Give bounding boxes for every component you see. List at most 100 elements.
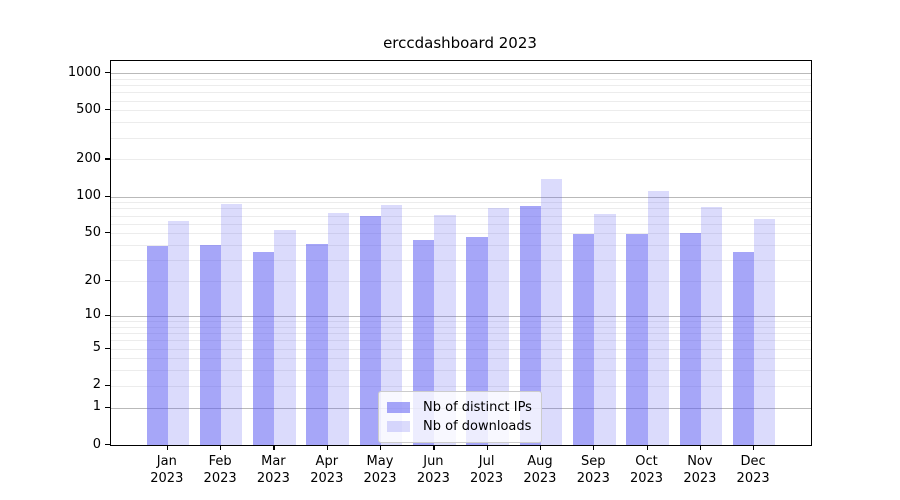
- x-tick-label-aug: Aug 2023: [523, 454, 557, 486]
- gridline-90: [111, 202, 811, 204]
- gridline-300: [111, 137, 811, 139]
- y-tick-10: [105, 314, 110, 317]
- x-tick-jun: [433, 445, 435, 450]
- gridline-9: [111, 321, 811, 322]
- bar-distinct-ips-dec: [732, 252, 755, 445]
- y-tick-label-2: 2: [92, 377, 101, 393]
- x-tick-oct: [646, 445, 648, 450]
- y-tick-label-20: 20: [84, 272, 101, 288]
- gridline-6: [111, 340, 811, 342]
- y-tick-label-1000: 1000: [67, 64, 101, 80]
- bar-distinct-ips-oct: [626, 234, 648, 445]
- gridline-7: [111, 333, 811, 334]
- y-tick-label-10: 10: [84, 307, 101, 323]
- bar-distinct-ips-apr: [306, 243, 328, 445]
- y-tick-label-200: 200: [76, 150, 101, 166]
- y-tick-100: [105, 195, 110, 197]
- x-tick-apr: [326, 445, 328, 450]
- bar-downloads-oct: [647, 191, 669, 445]
- gridline-5: [111, 348, 811, 350]
- y-tick-20: [105, 280, 110, 282]
- x-tick-label-jun: Jun 2023: [416, 454, 450, 486]
- y-tick-2: [105, 384, 110, 386]
- bar-distinct-ips-feb: [199, 245, 222, 445]
- bar-downloads-mar: [274, 230, 296, 445]
- x-tick-feb: [220, 445, 222, 450]
- bar-distinct-ips-jan: [146, 246, 168, 445]
- legend-swatch-downloads: [387, 421, 410, 432]
- y-tick-label-50: 50: [84, 224, 101, 240]
- gridline-30: [111, 260, 811, 262]
- y-tick-1: [105, 406, 110, 408]
- gridline-700: [111, 92, 811, 94]
- x-tick-label-jan: Jan 2023: [150, 454, 184, 486]
- gridline-500: [111, 110, 811, 112]
- gridline-800: [111, 85, 811, 86]
- x-tick-label-oct: Oct 2023: [629, 454, 664, 486]
- gridline-70: [111, 215, 811, 217]
- x-tick-label-sep: Sep 2023: [576, 454, 610, 486]
- bar-distinct-ips-sep: [572, 234, 595, 445]
- x-tick-label-may: May 2023: [363, 454, 397, 486]
- gridline-4: [111, 358, 811, 360]
- x-tick-label-mar: Mar 2023: [256, 454, 290, 486]
- gridline-20: [111, 281, 811, 283]
- chart-title: erccdashboard 2023: [383, 34, 537, 52]
- gridline-900: [111, 78, 811, 80]
- y-tick-label-0: 0: [92, 436, 101, 452]
- x-tick-may: [380, 445, 382, 450]
- y-tick-label-5: 5: [92, 340, 101, 355]
- gridline-10: [111, 315, 811, 317]
- bar-distinct-ips-nov: [679, 233, 701, 445]
- x-tick-aug: [539, 445, 542, 450]
- gridline-2: [111, 385, 811, 387]
- legend-swatch-distinct-ips: [387, 402, 410, 413]
- x-tick-label-dec: Dec 2023: [736, 454, 770, 486]
- y-tick-50: [105, 232, 110, 234]
- gridline-3: [111, 370, 811, 372]
- y-tick-200: [105, 158, 110, 160]
- bar-downloads-sep: [594, 214, 616, 445]
- x-tick-label-jul: Jul 2023: [470, 454, 504, 486]
- bar-downloads-nov: [700, 207, 723, 445]
- gridline-400: [111, 122, 811, 124]
- gridline-80: [111, 208, 811, 210]
- bar-downloads-aug: [540, 178, 563, 445]
- x-tick-label-feb: Feb 2023: [203, 454, 237, 486]
- legend-label-downloads: Nb of downloads: [423, 419, 532, 434]
- bar-downloads-jun: [434, 214, 456, 445]
- bar-downloads-may: [381, 204, 403, 445]
- gridline-600: [111, 100, 811, 102]
- gridline-60: [111, 223, 811, 225]
- bar-downloads-feb: [221, 203, 243, 445]
- x-tick-label-apr: Apr 2023: [310, 454, 344, 486]
- y-tick-label-1: 1: [92, 399, 101, 415]
- x-tick-nov: [699, 445, 702, 450]
- x-tick-jul: [486, 445, 488, 450]
- bar-distinct-ips-aug: [519, 206, 541, 445]
- gridline-200: [111, 159, 811, 161]
- legend-label-distinct-ips: Nb of distinct IPs: [423, 400, 532, 415]
- x-tick-label-nov: Nov 2023: [683, 454, 717, 486]
- y-tick-0: [105, 444, 110, 446]
- gridline-40: [111, 245, 811, 246]
- y-tick-label-100: 100: [76, 188, 101, 203]
- x-tick-mar: [273, 445, 275, 450]
- bar-downloads-jan: [167, 221, 190, 445]
- bar-downloads-apr: [327, 212, 349, 445]
- legend-item-distinct-ips: Nb of distinct IPs: [387, 398, 532, 417]
- legend-item-downloads: Nb of downloads: [387, 417, 532, 436]
- x-tick-dec: [753, 445, 755, 450]
- bar-downloads-jul: [487, 208, 509, 445]
- plot-area: Nb of distinct IPs Nb of downloads: [110, 60, 812, 446]
- y-tick-5: [105, 347, 110, 349]
- bar-downloads-dec: [754, 218, 776, 445]
- gridline-8: [111, 326, 811, 328]
- y-tick-label-500: 500: [76, 101, 101, 117]
- gridline-100: [111, 196, 811, 198]
- x-tick-sep: [593, 445, 595, 450]
- gridline-1000: [111, 73, 811, 74]
- bar-distinct-ips-may: [359, 216, 382, 445]
- legend: Nb of distinct IPs Nb of downloads: [378, 391, 542, 443]
